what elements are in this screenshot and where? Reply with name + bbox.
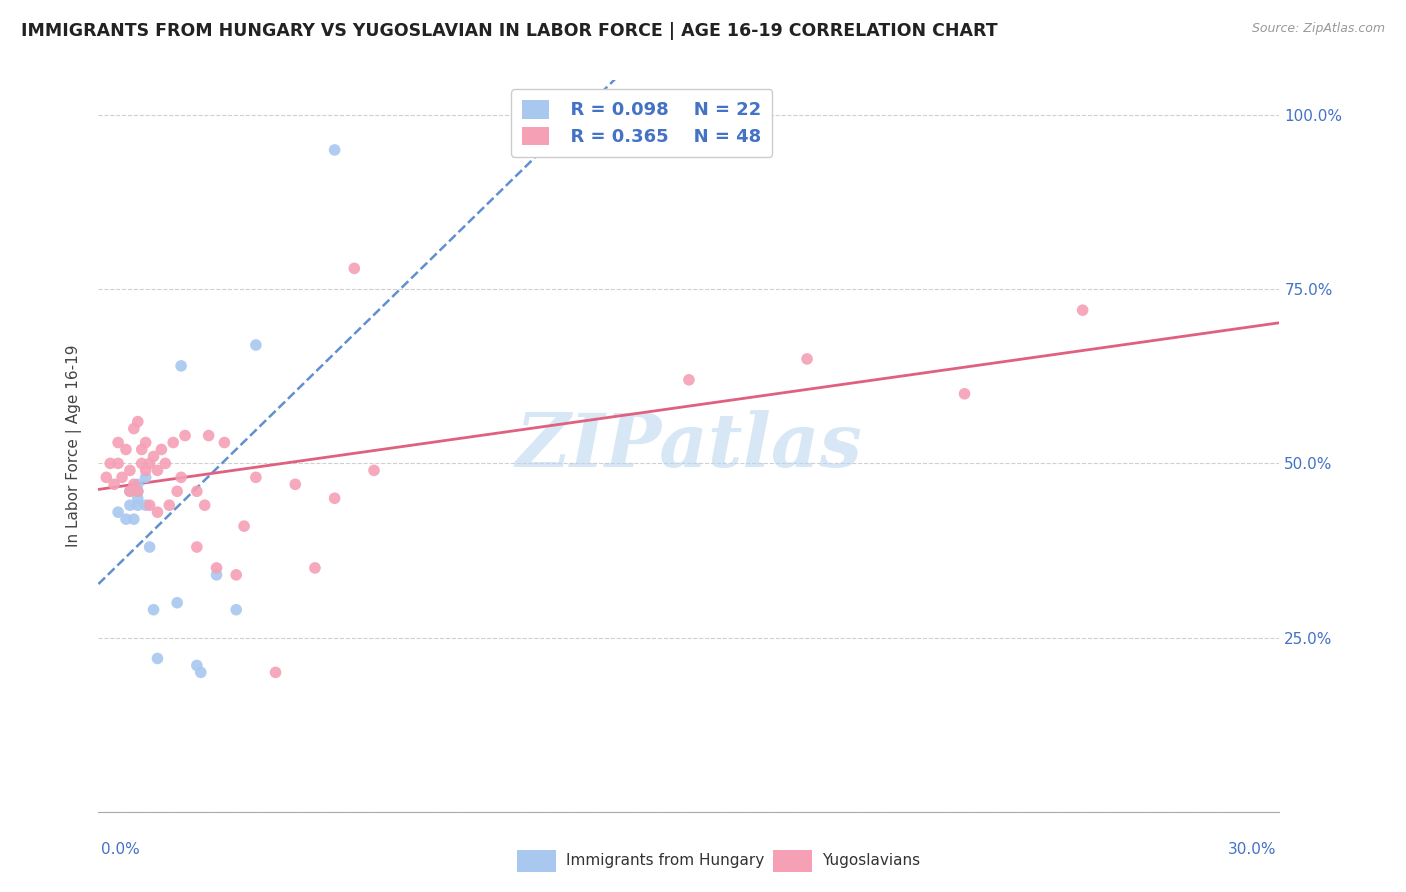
Point [118, 484, 141, 499]
Point [150, 442, 173, 457]
Point [157, 498, 180, 512]
Point [304, 561, 326, 575]
Point [138, 540, 160, 554]
FancyBboxPatch shape [773, 849, 813, 872]
Point [122, 477, 145, 491]
Point [162, 435, 184, 450]
Point [245, 470, 267, 484]
Point [131, 457, 153, 471]
Point [127, 484, 149, 499]
Point [197, 428, 219, 442]
Point [118, 484, 141, 499]
Point [953, 386, 976, 401]
Point [166, 484, 188, 499]
Point [98, 457, 121, 471]
Point [138, 498, 160, 512]
Point [107, 435, 129, 450]
Y-axis label: In Labor Force | Age 16-19: In Labor Force | Age 16-19 [66, 344, 83, 548]
Text: Immigrants from Hungary: Immigrants from Hungary [565, 854, 765, 868]
Point [323, 143, 346, 157]
Point [678, 373, 700, 387]
Point [245, 338, 267, 352]
Point [122, 512, 145, 526]
Point [127, 491, 149, 506]
Point [796, 351, 818, 366]
Point [118, 463, 141, 477]
Point [107, 505, 129, 519]
Point [111, 470, 134, 484]
Point [205, 561, 228, 575]
Point [284, 477, 307, 491]
Point [233, 519, 256, 533]
Point [186, 484, 208, 499]
Text: 30.0%: 30.0% [1229, 842, 1277, 856]
Point [186, 540, 208, 554]
Text: ZIPatlas: ZIPatlas [516, 409, 862, 483]
Point [1071, 303, 1094, 318]
Point [170, 359, 193, 373]
Point [264, 665, 287, 680]
Point [135, 435, 157, 450]
Text: Yugoslavians: Yugoslavians [821, 854, 920, 868]
Point [115, 512, 138, 526]
Point [190, 665, 212, 680]
Point [225, 603, 247, 617]
Point [127, 498, 149, 512]
Point [205, 567, 228, 582]
Point [122, 421, 145, 435]
Point [135, 498, 157, 512]
Point [96, 470, 118, 484]
Point [146, 505, 169, 519]
Point [115, 442, 138, 457]
Point [138, 457, 160, 471]
Point [146, 463, 169, 477]
Point [142, 603, 165, 617]
Point [186, 658, 208, 673]
Point [146, 651, 169, 665]
Point [135, 470, 157, 484]
Point [127, 477, 149, 491]
Point [127, 415, 149, 429]
Point [155, 457, 177, 471]
Text: IMMIGRANTS FROM HUNGARY VS YUGOSLAVIAN IN LABOR FORCE | AGE 16-19 CORRELATION CH: IMMIGRANTS FROM HUNGARY VS YUGOSLAVIAN I… [21, 22, 998, 40]
Point [343, 261, 366, 276]
Text: Source: ZipAtlas.com: Source: ZipAtlas.com [1251, 22, 1385, 36]
Point [135, 463, 157, 477]
Legend:   R = 0.098    N = 22,   R = 0.365    N = 48: R = 0.098 N = 22, R = 0.365 N = 48 [512, 89, 772, 157]
Point [131, 442, 153, 457]
Point [170, 470, 193, 484]
Point [166, 596, 188, 610]
Text: 0.0%: 0.0% [101, 842, 141, 856]
Point [194, 498, 217, 512]
Point [363, 463, 385, 477]
Point [323, 491, 346, 506]
Point [118, 498, 141, 512]
Point [107, 457, 129, 471]
Point [225, 567, 247, 582]
Point [174, 428, 197, 442]
Point [142, 450, 165, 464]
FancyBboxPatch shape [517, 849, 557, 872]
Point [103, 477, 125, 491]
Point [214, 435, 236, 450]
Point [127, 484, 149, 499]
